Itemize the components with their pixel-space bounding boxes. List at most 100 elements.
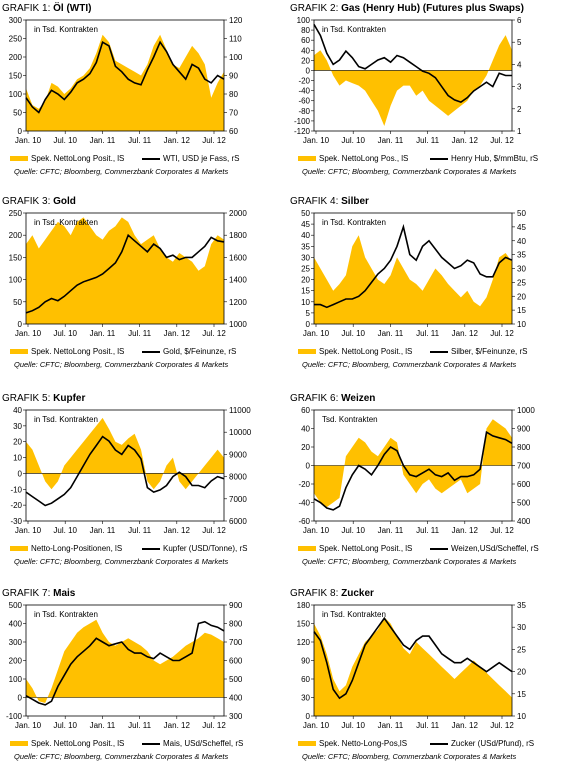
plot-frame (25, 212, 225, 325)
legend-label: Spek. NettoLong Pos., lS (319, 154, 409, 163)
net-long-area (26, 417, 224, 490)
legend-label: Netto-Long-Positionen, lS (31, 544, 123, 553)
x-tick-label: Jul. 11 (416, 721, 440, 730)
x-tick-label: Jul. 11 (128, 721, 152, 730)
y2-tick-label: 100 (229, 53, 243, 62)
net-long-area (314, 617, 512, 716)
x-tick-label: Jan. 10 (303, 136, 330, 145)
x-tick-label: Jan. 10 (15, 329, 42, 338)
x-tick-label: Jan. 10 (15, 721, 42, 730)
y-tick-label: 250 (9, 35, 23, 44)
y-tick-label: 0 (306, 462, 311, 471)
chart-panel-4: GRAFIK 4: Silber 0 5 10 15 20 25 30 35 40 45 50 10 15… (290, 196, 562, 381)
x-tick-label: Jul. 10 (341, 136, 365, 145)
x-tick-label: Jul. 12 (490, 526, 514, 535)
x-tick-label: Jan. 11 (90, 136, 116, 145)
y-tick-label: -80 (298, 107, 310, 116)
legend-label: Henry Hub, $/mmBtu, rS (451, 154, 539, 163)
y2-tick-label: 10 (517, 320, 526, 329)
x-tick-label: Jul. 12 (490, 721, 514, 730)
y-tick-label: -20 (298, 480, 310, 489)
price-line (25, 435, 225, 507)
y2-tick-label: 500 (229, 675, 243, 684)
y2-tick-label: 10 (517, 712, 526, 721)
inner-unit-label: in Tsd. Kontrakten (34, 610, 98, 619)
y2-tick-label: 1200 (229, 298, 247, 307)
y-tick-label: 30 (301, 253, 310, 262)
inner-unit-label: in Tsd. Kontrakten (34, 415, 98, 424)
y-tick-label: 150 (9, 253, 23, 262)
chart-title-text: Gas (Henry Hub) (Futures plus Swaps) (341, 3, 524, 14)
legend-swatch-area (298, 156, 316, 162)
inner-unit-label: Tsd. Kontrakten (322, 415, 378, 424)
x-tick-label: Jan. 10 (15, 136, 42, 145)
y2-tick-label: 4 (517, 60, 522, 69)
price-line (313, 616, 513, 700)
legend-swatch-line (430, 547, 448, 550)
y2-tick-label: 45 (517, 223, 526, 232)
legend-label: WTI, USD je Fass, rS (163, 154, 240, 163)
legend-label: Spek. NettoLong Posit., lS (31, 154, 125, 163)
y-tick-label: 45 (301, 220, 310, 229)
chart-source: Quelle: CFTC; Bloomberg, Commerzbank Cor… (14, 557, 229, 566)
y-tick-label: -40 (298, 499, 310, 508)
y2-tick-label: 110 (229, 35, 242, 44)
chart-number: GRAFIK 2: (290, 3, 342, 14)
legend-swatch-line (430, 157, 448, 160)
chart-source: Quelle: CFTC; Bloomberg, Commerzbank Cor… (14, 752, 229, 761)
net-long-area (26, 34, 224, 131)
legend-right: Zucker (USd/Pfund), rS (430, 739, 534, 748)
x-tick-label: Jul. 12 (490, 136, 514, 145)
y2-tick-label: 800 (517, 443, 531, 452)
chart-title-text: Silber (341, 196, 369, 207)
y-tick-label: 15 (301, 287, 310, 296)
x-tick-label: Jul. 12 (202, 329, 226, 338)
y-tick-label: -30 (10, 517, 22, 526)
y-tick-label: 0 (18, 127, 23, 136)
chart-title-text: Gold (53, 196, 76, 207)
y2-tick-label: 90 (229, 72, 238, 81)
chart-title: GRAFIK 5: Kupfer (2, 393, 85, 404)
y-tick-label: 300 (9, 638, 23, 647)
y2-tick-label: 1000 (229, 320, 247, 329)
legend-swatch-line (142, 157, 160, 160)
chart-svg: -60 -40 -20 0 20 40 60 400 500 600 700 800 900 1000 Ja… (298, 406, 535, 535)
y2-tick-label: 6000 (229, 517, 247, 526)
price-line (313, 430, 513, 511)
legend-left: Spek. Netto-Long-Pos,lS (298, 739, 407, 748)
y-tick-label: 100 (9, 276, 23, 285)
legend-left: Spek. NettoLong Posit., lS (10, 739, 124, 748)
legend-swatch-area (10, 349, 28, 355)
y-tick-label: -40 (298, 87, 310, 96)
y2-tick-label: 30 (517, 623, 526, 632)
price-line (25, 40, 225, 114)
chart-source: Quelle: CFTC; Bloomberg, Commerzbank Cor… (302, 752, 517, 761)
y-tick-label: -120 (294, 127, 311, 136)
y-tick-label: 150 (9, 72, 23, 81)
x-tick-label: Jan. 10 (303, 526, 330, 535)
chart-source: Quelle: CFTC; Bloomberg, Commerzbank Cor… (302, 360, 517, 369)
y-tick-label: 0 (18, 469, 23, 478)
x-tick-label: Jul. 10 (341, 721, 365, 730)
y-tick-label: 150 (297, 620, 311, 629)
x-tick-label: Jul. 10 (341, 526, 365, 535)
chart-panel-7: GRAFIK 7: Mais -100 0 100 200 300 400 500 300 400… (2, 588, 277, 773)
price-line (314, 223, 513, 309)
y-tick-label: 40 (301, 46, 310, 55)
y2-tick-label: 35 (517, 601, 526, 610)
y2-tick-label: 2 (517, 105, 522, 114)
chart-title-text: Weizen (341, 393, 376, 404)
legend-right: Mais, USd/Scheffel, rS (142, 739, 243, 748)
chart-svg: 0 50 100 150 200 250 300 60 70 80 90 100 110 120 Jan. … (9, 16, 243, 145)
legend-swatch-area (10, 546, 28, 552)
x-tick-label: Jul. 10 (53, 136, 77, 145)
y-tick-label: 40 (13, 406, 22, 415)
legend-right: WTI, USD je Fass, rS (142, 154, 239, 163)
y-tick-label: 60 (301, 406, 310, 415)
chart-panel-3: GRAFIK 3: Gold 0 50 100 150 200 250 1000 1200 140… (2, 196, 277, 381)
y-tick-label: 35 (301, 242, 310, 251)
net-long-area (314, 35, 512, 126)
y-tick-label: 200 (9, 231, 23, 240)
legend-label: Spek. Netto-Long-Pos,lS (319, 739, 408, 748)
chart-number: GRAFIK 6: (290, 393, 342, 404)
